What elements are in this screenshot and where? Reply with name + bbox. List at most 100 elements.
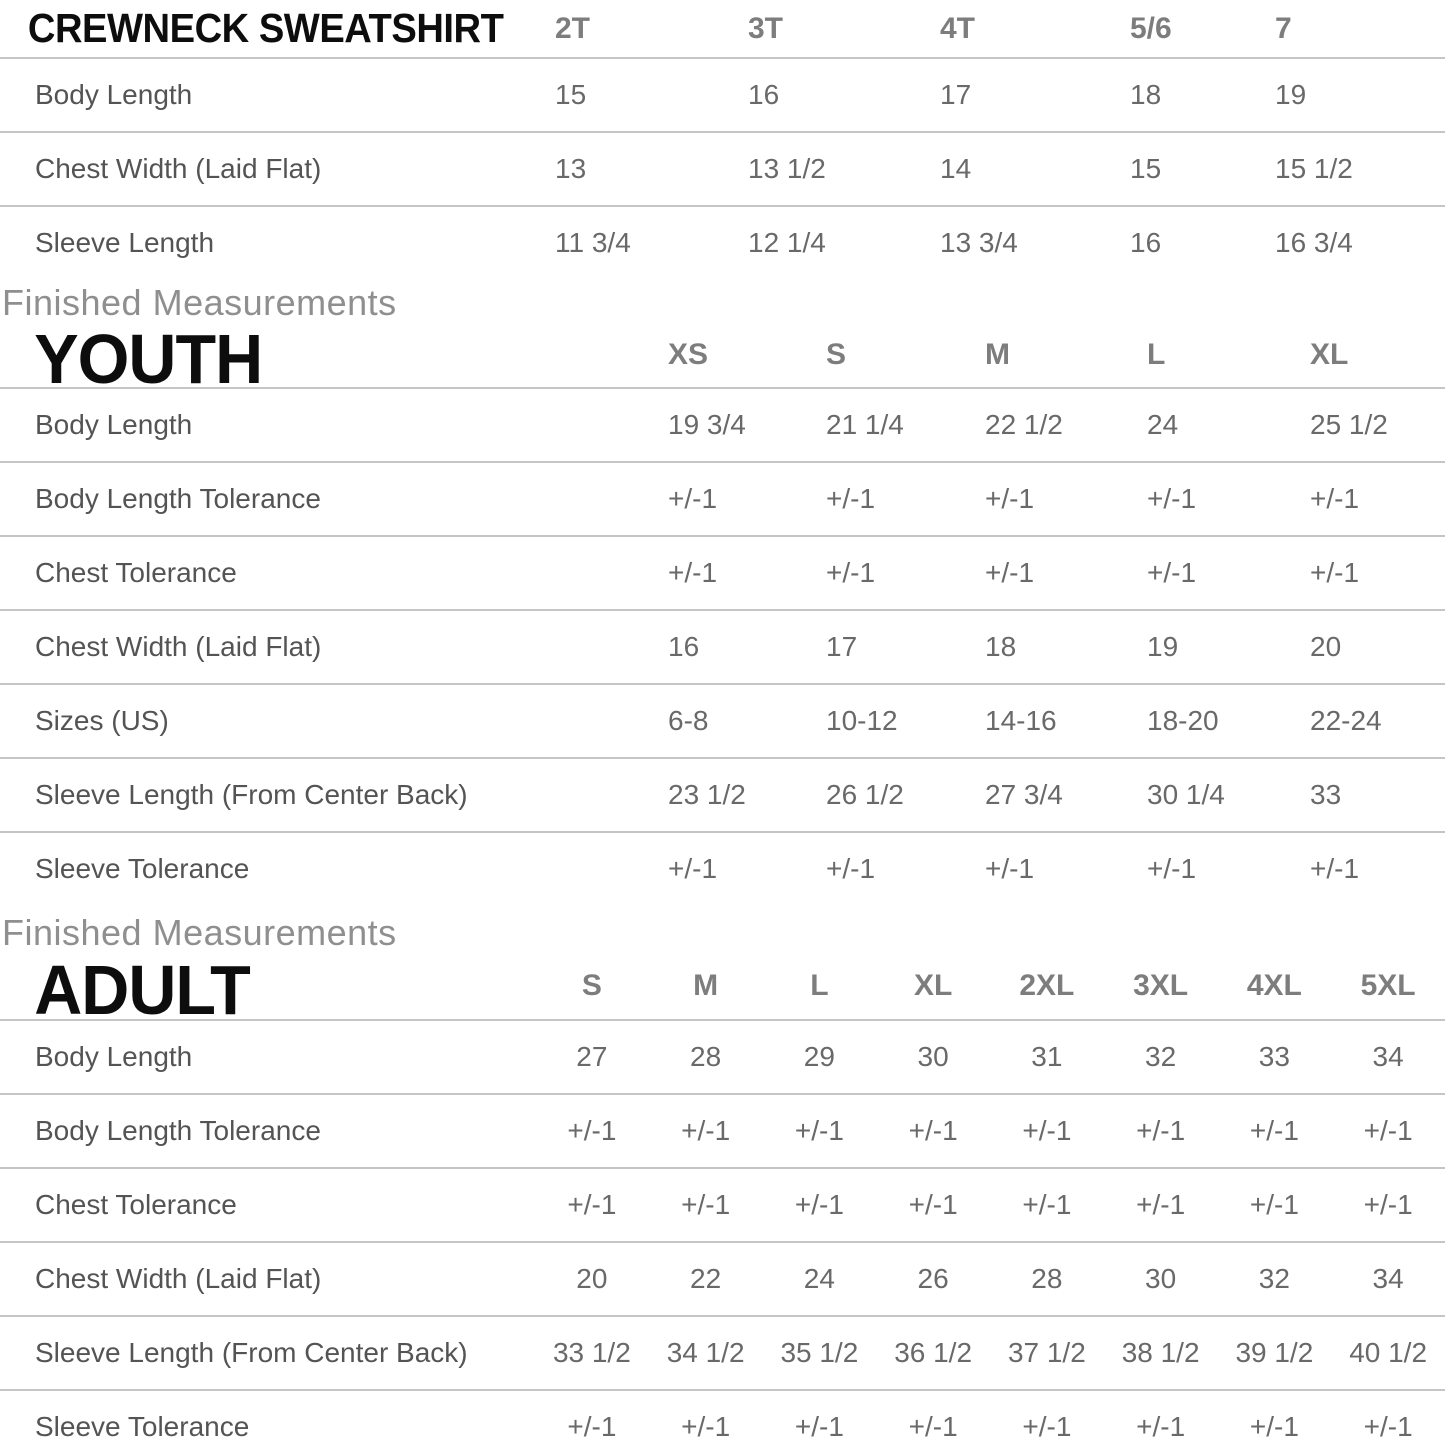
column-header-3t: 3T xyxy=(748,11,784,45)
measurement-value: 33 xyxy=(1310,779,1342,810)
measurement-value: 16 xyxy=(1130,227,1162,258)
row-label: Body Length Tolerance xyxy=(35,1115,321,1146)
table-header-row: ADULT S M L XL 2XL 3XL 4XL 5XL xyxy=(0,951,1445,1029)
measurement-value: +/-1 xyxy=(1249,1189,1299,1220)
measurement-value: +/-1 xyxy=(794,1115,844,1146)
measurement-value: 16 3/4 xyxy=(1275,227,1353,258)
table-row: Chest Width (Laid Flat) 16 17 18 19 20 xyxy=(0,609,1445,683)
measurement-value: +/-1 xyxy=(985,483,1035,514)
measurement-value: +/-1 xyxy=(908,1115,958,1146)
measurement-value: 36 1/2 xyxy=(894,1337,973,1368)
measurement-value: +/-1 xyxy=(567,1411,617,1442)
measurement-value: +/-1 xyxy=(1363,1189,1413,1220)
measurement-value: 34 xyxy=(1372,1263,1404,1294)
measurement-value: +/-1 xyxy=(1249,1115,1299,1146)
measurement-value: 24 xyxy=(803,1263,835,1294)
measurement-value: 15 xyxy=(1130,153,1162,184)
measurement-value: 24 xyxy=(1147,409,1179,440)
measurement-value: 12 1/4 xyxy=(748,227,826,258)
table-header-row: CREWNECK SWEATSHIRT 2T 3T 4T 5/6 7 xyxy=(0,0,1445,57)
measurement-value: +/-1 xyxy=(1363,1115,1413,1146)
measurement-value: 19 xyxy=(1147,631,1179,662)
measurement-value: +/-1 xyxy=(826,483,876,514)
measurement-value: +/-1 xyxy=(668,557,718,588)
table-row: Sleeve Tolerance +/-1 +/-1 +/-1 +/-1 +/-1 +/-1… xyxy=(0,1389,1445,1445)
measurement-value: 20 xyxy=(1310,631,1342,662)
measurement-value: 15 xyxy=(555,79,587,110)
measurement-value: 38 1/2 xyxy=(1121,1337,1200,1368)
table-body: Body Length 19 3/4 21 1/4 22 1/2 24 25 1/2 Bod… xyxy=(0,387,1445,905)
size-table-youth: YOUTH XS S M L XL Body Length 19 3/4 21 1/4 22 … xyxy=(0,323,1445,905)
measurement-value: 26 xyxy=(917,1263,949,1294)
column-header-l: L xyxy=(810,969,829,1002)
table-body: Body Length 27 28 29 30 31 32 33 34 Body Length T… xyxy=(0,1019,1445,1445)
measurement-value: 22 xyxy=(690,1263,722,1294)
measurement-value: +/-1 xyxy=(1147,853,1197,884)
measurement-value: 33 xyxy=(1258,1041,1290,1072)
measurement-value: +/-1 xyxy=(1147,557,1197,588)
measurement-value: 16 xyxy=(668,631,700,662)
measurement-value: 26 1/2 xyxy=(826,779,904,810)
measurement-value: +/-1 xyxy=(668,483,718,514)
measurement-value: +/-1 xyxy=(1147,483,1197,514)
column-header-m: M xyxy=(985,338,1010,371)
measurement-value: +/-1 xyxy=(826,853,876,884)
measurement-value: 30 1/4 xyxy=(1147,779,1225,810)
column-header-7: 7 xyxy=(1275,11,1292,45)
table-row: Sleeve Length (From Center Back) 23 1/2 26… xyxy=(0,757,1445,831)
column-header-4xl: 4XL xyxy=(1246,969,1302,1002)
measurement-value: 22 1/2 xyxy=(985,409,1063,440)
table-body: Body Length 15 16 17 18 19 Chest Width (Laid F… xyxy=(0,57,1445,279)
table-row: Body Length Tolerance +/-1 +/-1 +/-1 +/-1 +/-… xyxy=(0,1093,1445,1167)
measurement-value: 28 xyxy=(690,1041,722,1072)
measurement-value: 20 xyxy=(576,1263,608,1294)
measurement-value: 6-8 xyxy=(668,705,709,736)
column-header-3xl: 3XL xyxy=(1133,969,1189,1002)
measurement-value: 30 xyxy=(1145,1263,1177,1294)
measurement-value: 32 xyxy=(1258,1263,1290,1294)
measurement-value: 40 1/2 xyxy=(1349,1337,1428,1368)
table-row: Sleeve Tolerance +/-1 +/-1 +/-1 +/-1 +/-1 xyxy=(0,831,1445,905)
measurement-value: +/-1 xyxy=(1136,1411,1186,1442)
measurement-value: 25 1/2 xyxy=(1310,409,1388,440)
measurement-value: 16 xyxy=(748,79,780,110)
row-label: Chest Tolerance xyxy=(35,557,237,588)
measurement-value: +/-1 xyxy=(567,1189,617,1220)
measurement-value: +/-1 xyxy=(1310,557,1360,588)
measurement-value: 13 1/2 xyxy=(748,153,826,184)
measurement-value: 37 1/2 xyxy=(1007,1337,1086,1368)
table-row: Body Length 15 16 17 18 19 xyxy=(0,57,1445,131)
table-header-row: YOUTH XS S M L XL xyxy=(0,320,1445,398)
measurement-value: 13 3/4 xyxy=(940,227,1018,258)
row-label: Chest Tolerance xyxy=(35,1189,237,1220)
measurement-value: +/-1 xyxy=(1022,1115,1072,1146)
measurement-value: +/-1 xyxy=(908,1189,958,1220)
table-row: Sleeve Length 11 3/4 12 1/4 13 3/4 16 16 3/4 xyxy=(0,205,1445,279)
column-header-xl: XL xyxy=(1310,338,1349,371)
measurement-value: 29 xyxy=(803,1041,835,1072)
row-label: Chest Width (Laid Flat) xyxy=(35,153,322,184)
measurement-value: 27 xyxy=(576,1041,608,1072)
measurement-value: 19 3/4 xyxy=(668,409,746,440)
row-label: Body Length xyxy=(35,409,193,440)
row-label: Sleeve Length xyxy=(35,227,215,258)
measurement-value: +/-1 xyxy=(1136,1189,1186,1220)
measurement-value: 21 1/4 xyxy=(826,409,904,440)
column-header-5xl: 5XL xyxy=(1360,969,1416,1002)
measurement-value: 34 1/2 xyxy=(666,1337,745,1368)
measurement-value: 17 xyxy=(940,79,972,110)
measurement-value: 18 xyxy=(985,631,1017,662)
size-table-toddler: CREWNECK SWEATSHIRT 2T 3T 4T 5/6 7 Body Leng… xyxy=(0,0,1445,279)
section-label-finished-measurements-youth: Finished Measurements xyxy=(2,282,397,323)
row-label: Sleeve Tolerance xyxy=(35,1411,250,1442)
table-row: Body Length 27 28 29 30 31 32 33 34 xyxy=(0,1019,1445,1093)
table-title-adult: ADULT xyxy=(34,951,251,1029)
measurement-value: +/-1 xyxy=(681,1189,731,1220)
measurement-value: 15 1/2 xyxy=(1275,153,1353,184)
measurement-value: 30 xyxy=(917,1041,949,1072)
row-label: Sizes (US) xyxy=(35,705,169,736)
table-title-youth: YOUTH xyxy=(34,320,263,398)
measurement-value: +/-1 xyxy=(668,853,718,884)
measurement-value: +/-1 xyxy=(794,1411,844,1442)
table-row: Sleeve Length (From Center Back) 33 1/2 34… xyxy=(0,1315,1445,1389)
